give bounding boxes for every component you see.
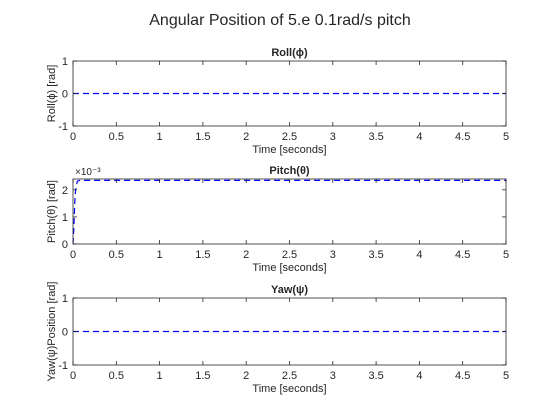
pitch-subplot: 0 0.5 1 1.5 2 2.5 3 3.5 4 4.5 5 0 1 2 ×10⁻³ Pitch(θ) Tim… — [46, 165, 509, 274]
pitch-xtick-label: 3.5 — [368, 249, 383, 261]
roll-xlabel: Time [seconds] — [252, 144, 326, 156]
yaw-xtick-label: 4.5 — [455, 370, 470, 382]
pitch-plot-area — [73, 179, 506, 244]
roll-xtick-label: 4 — [416, 131, 422, 143]
pitch-xtick-label: 0 — [70, 249, 76, 261]
yaw-xtick-label: 1.5 — [195, 370, 210, 382]
roll-ylabel: Roll(ϕ) [rad] — [46, 65, 58, 123]
pitch-ytick-exponent: ×10⁻³ — [75, 167, 101, 178]
figure-title: Angular Position of 5.e 0.1rad/s pitch — [149, 12, 411, 29]
roll-xtick-label: 0 — [70, 131, 76, 143]
yaw-xtick-label: 2 — [243, 370, 249, 382]
yaw-ytick-label: 0 — [62, 327, 68, 339]
pitch-xtick-label: 5 — [503, 249, 509, 261]
yaw-xtick-label: 5 — [503, 370, 509, 382]
pitch-ytick-label: 2 — [62, 185, 68, 197]
pitch-ylabel: Pitch(θ) [rad] — [46, 180, 58, 243]
yaw-xtick-label: 3 — [330, 370, 336, 382]
roll-xtick-label: 0.5 — [109, 131, 124, 143]
yaw-xtick-label: 2.5 — [282, 370, 297, 382]
pitch-xtick-label: 2 — [243, 249, 249, 261]
pitch-axes-title: Pitch(θ) — [269, 165, 310, 177]
yaw-xtick-label: 1 — [157, 370, 163, 382]
roll-xtick-label: 5 — [503, 131, 509, 143]
roll-xtick-label: 1.5 — [195, 131, 210, 143]
yaw-xtick-label: 4 — [416, 370, 422, 382]
pitch-xtick-label: 4.5 — [455, 249, 470, 261]
yaw-xlabel: Time [seconds] — [252, 383, 326, 395]
yaw-xtick-label: 0 — [70, 370, 76, 382]
roll-xtick-label: 2.5 — [282, 131, 297, 143]
roll-xtick-label: 4.5 — [455, 131, 470, 143]
yaw-xtick-label: 0.5 — [109, 370, 124, 382]
roll-xtick-label: 1 — [157, 131, 163, 143]
pitch-xtick-label: 4 — [416, 249, 422, 261]
roll-ytick-label: 0 — [62, 89, 68, 101]
roll-xtick-label: 2 — [243, 131, 249, 143]
pitch-xlabel: Time [seconds] — [252, 262, 326, 274]
yaw-xtick-label: 3.5 — [368, 370, 383, 382]
yaw-axes-title: Yaw(ψ) — [271, 284, 308, 296]
roll-xtick-label: 3 — [330, 131, 336, 143]
pitch-xtick-label: 1 — [157, 249, 163, 261]
yaw-ytick-label: 1 — [62, 293, 68, 305]
roll-xtick-label: 3.5 — [368, 131, 383, 143]
pitch-xtick-label: 3 — [330, 249, 336, 261]
pitch-xtick-label: 1.5 — [195, 249, 210, 261]
pitch-xtick-label: 0.5 — [109, 249, 124, 261]
pitch-ytick-label: 0 — [62, 239, 68, 251]
roll-ytick-label: -1 — [58, 121, 68, 133]
yaw-ytick-label: -1 — [58, 360, 68, 372]
pitch-xtick-label: 2.5 — [282, 249, 297, 261]
roll-ytick-label: 1 — [62, 56, 68, 68]
roll-axes-title: Roll(ϕ) — [271, 47, 308, 59]
yaw-ylabel: Yaw(ψ)Position [rad] — [46, 282, 58, 382]
pitch-ytick-label: 1 — [62, 212, 68, 224]
